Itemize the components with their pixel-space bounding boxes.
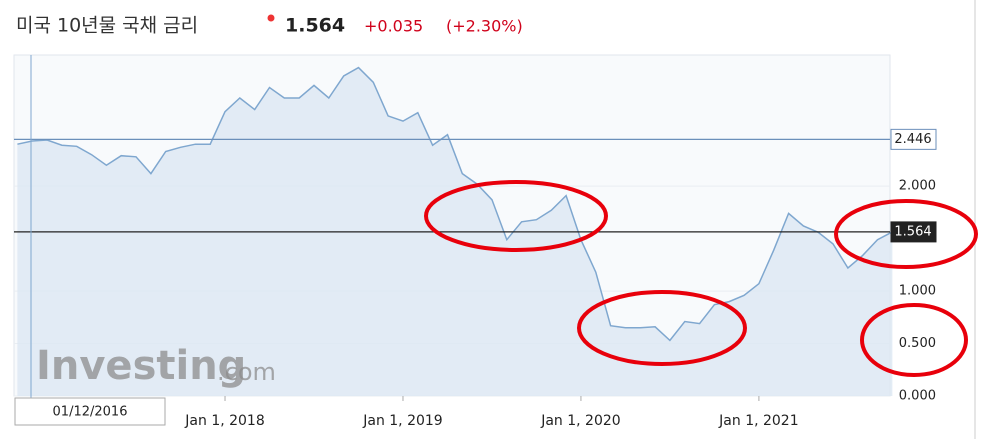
x-tick-label: Jan 1, 2019	[362, 413, 442, 429]
price: 1.564	[285, 15, 345, 37]
line	[17, 66, 893, 342]
y-tick-label: 0.000	[899, 389, 936, 404]
change-pct: (+2.30%)	[446, 17, 523, 36]
annotation-circle	[424, 180, 608, 252]
pin-icon	[267, 14, 275, 22]
reference-label-box	[890, 128, 937, 150]
hand-annotations	[424, 180, 978, 377]
x-tick-label: Jan 1, 2021	[718, 413, 798, 429]
y-tick-label: 0.500	[899, 336, 936, 351]
watermark: Investing	[36, 343, 246, 389]
annotation-circle	[834, 199, 978, 269]
annotation-circle	[577, 290, 747, 366]
reference-label-box	[890, 221, 937, 243]
watermark-suffix: .com	[217, 358, 276, 386]
crosshair-label: 01/12/2016	[53, 405, 128, 420]
annotation-circle	[860, 303, 968, 377]
plot	[14, 66, 893, 401]
chart-title: 미국 10년물 국채 금리	[16, 15, 198, 37]
y-tick-label: 1.000	[899, 284, 936, 299]
x-tick-label: Jan 1, 2020	[540, 413, 620, 429]
change: +0.035	[364, 17, 423, 36]
x-tick-label: Jan 1, 2018	[184, 413, 264, 429]
reference-label: 2.446	[894, 132, 931, 147]
crosshair-box	[14, 397, 166, 426]
y-tick-label: 2.000	[899, 179, 936, 194]
reference-label: 1.564	[894, 224, 931, 239]
